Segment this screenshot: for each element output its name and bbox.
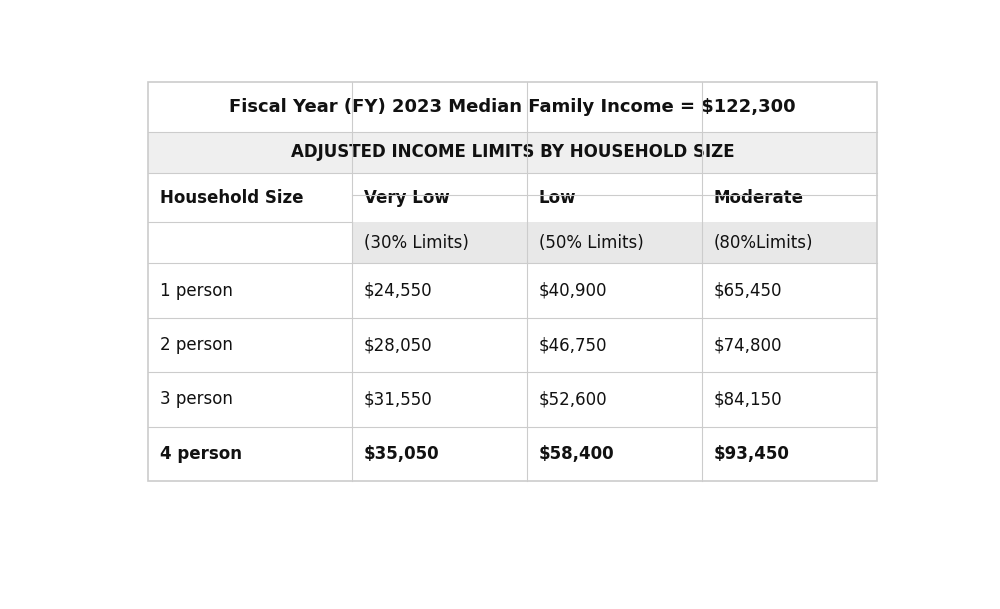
- Bar: [702, 427, 877, 481]
- Text: $93,450: $93,450: [714, 445, 789, 463]
- Text: $84,150: $84,150: [714, 390, 782, 409]
- Bar: [352, 222, 527, 264]
- Text: Household Size: Household Size: [160, 189, 303, 206]
- Text: $28,050: $28,050: [364, 336, 432, 354]
- Text: $35,050: $35,050: [364, 445, 439, 463]
- Bar: [148, 264, 352, 318]
- Text: 2 person: 2 person: [160, 336, 233, 354]
- Bar: [352, 173, 527, 222]
- Bar: [702, 372, 877, 427]
- Text: $74,800: $74,800: [714, 336, 782, 354]
- Bar: [148, 132, 877, 173]
- Text: (80%Limits): (80%Limits): [714, 234, 813, 252]
- Text: 3 person: 3 person: [160, 390, 233, 409]
- Bar: [702, 222, 877, 264]
- Text: 4 person: 4 person: [160, 445, 242, 463]
- Text: Low: Low: [539, 189, 576, 206]
- Bar: [148, 222, 352, 264]
- Bar: [148, 372, 352, 427]
- Bar: [527, 372, 702, 427]
- Bar: [352, 264, 527, 318]
- Bar: [527, 173, 702, 222]
- Text: Moderate: Moderate: [714, 189, 804, 206]
- Text: Fiscal Year (FY) 2023 Median Family Income = $122,300: Fiscal Year (FY) 2023 Median Family Inco…: [229, 98, 796, 116]
- Bar: [527, 264, 702, 318]
- Bar: [352, 318, 527, 372]
- Text: $24,550: $24,550: [364, 282, 432, 300]
- Text: $46,750: $46,750: [539, 336, 607, 354]
- Text: $31,550: $31,550: [364, 390, 433, 409]
- Text: 1 person: 1 person: [160, 282, 233, 300]
- Text: Very Low: Very Low: [364, 189, 450, 206]
- Bar: [527, 427, 702, 481]
- Bar: [352, 372, 527, 427]
- Text: (30% Limits): (30% Limits): [364, 234, 469, 252]
- Bar: [148, 82, 877, 481]
- Bar: [527, 318, 702, 372]
- Text: ADJUSTED INCOME LIMITS BY HOUSEHOLD SIZE: ADJUSTED INCOME LIMITS BY HOUSEHOLD SIZE: [291, 143, 734, 161]
- Bar: [352, 427, 527, 481]
- Bar: [148, 318, 352, 372]
- Bar: [702, 173, 877, 222]
- Text: (50% Limits): (50% Limits): [539, 234, 643, 252]
- Bar: [527, 222, 702, 264]
- Text: $40,900: $40,900: [539, 282, 607, 300]
- Bar: [702, 318, 877, 372]
- Bar: [148, 173, 352, 222]
- Text: $52,600: $52,600: [539, 390, 607, 409]
- Text: $65,450: $65,450: [714, 282, 782, 300]
- Bar: [702, 264, 877, 318]
- Bar: [148, 427, 352, 481]
- Text: $58,400: $58,400: [539, 445, 614, 463]
- Bar: [148, 82, 877, 132]
